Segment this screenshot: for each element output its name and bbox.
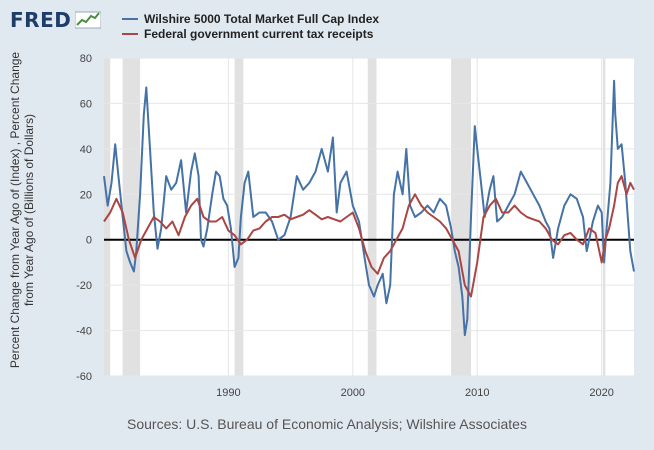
chart-trend-icon	[75, 11, 102, 29]
legend-swatch-wilshire	[122, 17, 138, 20]
x-tick-labels: 1990 2000 2010 2020	[216, 387, 614, 399]
x-tick-label: 1990	[216, 387, 240, 399]
x-tick-label: 2010	[465, 387, 489, 399]
legend-item-tax-receipts: Federal government current tax receipts	[122, 26, 379, 41]
recession-band-5	[602, 58, 606, 376]
recession-band-4	[451, 58, 472, 376]
y-tick-label: -40	[76, 326, 92, 338]
chart-legend: Wilshire 5000 Total Market Full Cap Inde…	[122, 11, 379, 41]
legend-item-wilshire: Wilshire 5000 Total Market Full Cap Inde…	[122, 11, 379, 26]
brand-name: FRED	[10, 8, 72, 32]
fred-logo[interactable]: FRED	[10, 7, 102, 33]
series-layer	[103, 79, 635, 337]
recession-band-2	[234, 58, 244, 376]
y-tick-label: 60	[80, 98, 92, 110]
y-tick-label: 80	[80, 53, 92, 65]
series-line-0	[103, 79, 635, 337]
y-tick-labels: -60 -40 -20 0 20 40 60 80	[76, 53, 92, 383]
source-note: Sources: U.S. Bureau of Economic Analysi…	[127, 416, 527, 432]
y-tick-label: 20	[80, 189, 92, 201]
series-line-1	[103, 175, 635, 298]
y-tick-label: -20	[76, 280, 92, 292]
legend-label-tax-receipts: Federal government current tax receipts	[144, 26, 374, 41]
y-tick-label: 0	[86, 235, 92, 247]
y-tick-label: -60	[76, 371, 92, 383]
x-tick-label: 2000	[341, 387, 365, 399]
recession-band-1	[122, 58, 141, 376]
legend-swatch-tax-receipts	[122, 32, 138, 35]
y-tick-label: 40	[80, 144, 92, 156]
x-tick-label: 2020	[589, 387, 613, 399]
recession-band-3	[367, 58, 377, 376]
legend-label-wilshire: Wilshire 5000 Total Market Full Cap Inde…	[144, 11, 380, 26]
